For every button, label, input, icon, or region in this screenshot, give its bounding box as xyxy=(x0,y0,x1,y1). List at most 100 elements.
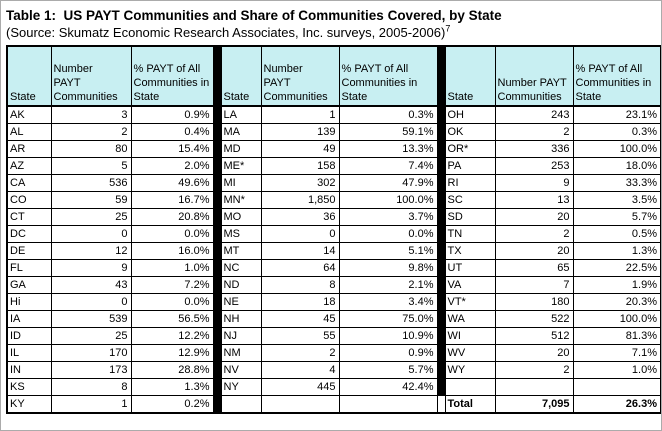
cell-state: DC xyxy=(6,225,52,243)
cell-percent: 28.8% xyxy=(130,361,214,379)
cell-percent: 22.5% xyxy=(572,259,661,277)
cell-number: 0 xyxy=(50,225,132,243)
cell-state: SC xyxy=(444,191,496,209)
table-title: Table 1: US PAYT Communities and Share o… xyxy=(6,8,502,23)
cell-percent: 9.8% xyxy=(338,259,438,277)
group-separator xyxy=(212,378,222,396)
table-row: IL 170 12.9% NM 2 0.9% WV 20 7.1% xyxy=(6,344,661,362)
group-separator xyxy=(212,242,222,260)
cell-state: ND xyxy=(220,276,262,294)
cell-state: KY xyxy=(6,395,52,414)
table-row: ID 25 12.2% NJ 55 10.9% WI 512 81.3% xyxy=(6,327,661,345)
header-state: State xyxy=(220,45,262,107)
cell-state: LA xyxy=(220,105,262,124)
cell-number: 49 xyxy=(260,140,340,158)
cell-number: 9 xyxy=(50,259,132,277)
group-separator xyxy=(436,140,446,158)
cell-number: 539 xyxy=(50,310,132,328)
group-separator xyxy=(212,140,222,158)
cell-state: DE xyxy=(6,242,52,260)
group-separator xyxy=(212,361,222,379)
cell-percent: 15.4% xyxy=(130,140,214,158)
cell-state: MN* xyxy=(220,191,262,209)
table-row: FL 9 1.0% NC 64 9.8% UT 65 22.5% xyxy=(6,259,661,277)
cell-number: 170 xyxy=(50,344,132,362)
cell-percent: 81.3% xyxy=(572,327,661,345)
cell-state: NE xyxy=(220,293,262,311)
cell-percent: 20.3% xyxy=(572,293,661,311)
cell-number: 64 xyxy=(260,259,340,277)
cell-state: AR xyxy=(6,140,52,158)
cell-state: ID xyxy=(6,327,52,345)
cell-number: 180 xyxy=(494,293,574,311)
cell-percent: 100.0% xyxy=(338,191,438,209)
header-percent: % PAYT of All Communities in State xyxy=(338,45,438,107)
group-separator xyxy=(436,276,446,294)
cell-percent: 2.0% xyxy=(130,157,214,175)
table-row: AL 2 0.4% MA 139 59.1% OK 2 0.3% xyxy=(6,123,661,141)
cell-state: MA xyxy=(220,123,262,141)
cell-number: 522 xyxy=(494,310,574,328)
cell-state: NJ xyxy=(220,327,262,345)
cell-state: OR* xyxy=(444,140,496,158)
cell-state: UT xyxy=(444,259,496,277)
source-text: (Source: Skumatz Economic Research Assoc… xyxy=(6,25,446,40)
cell-state: AL xyxy=(6,123,52,141)
cell-percent: 0.3% xyxy=(338,105,438,124)
cell-percent: 3.7% xyxy=(338,208,438,226)
group-separator xyxy=(212,310,222,328)
table-row: CT 25 20.8% MO 36 3.7% SD 20 5.7% xyxy=(6,208,661,226)
group-separator xyxy=(436,361,446,379)
cell-percent: 100.0% xyxy=(572,140,661,158)
group-separator xyxy=(436,344,446,362)
group-separator xyxy=(436,327,446,345)
header-percent: % PAYT of All Communities in State xyxy=(130,45,214,107)
group-separator xyxy=(212,293,222,311)
cell-percent: 1.3% xyxy=(130,378,214,396)
cell-state: SD xyxy=(444,208,496,226)
cell-number: 1 xyxy=(260,105,340,124)
cell-number: 512 xyxy=(494,327,574,345)
cell-state: Total xyxy=(444,395,496,414)
footnote-ref: 7 xyxy=(445,23,451,34)
cell-percent: 0.4% xyxy=(130,123,214,141)
cell-percent xyxy=(338,395,438,414)
header-row: State Number PAYT Communities % PAYT of … xyxy=(6,45,661,107)
table-row: AZ 5 2.0% ME* 158 7.4% PA 253 18.0% xyxy=(6,157,661,175)
cell-percent: 0.3% xyxy=(572,123,661,141)
cell-percent: 12.2% xyxy=(130,327,214,345)
cell-number: 253 xyxy=(494,157,574,175)
cell-percent: 0.0% xyxy=(130,293,214,311)
cell-number: 0 xyxy=(50,293,132,311)
cell-number: 173 xyxy=(50,361,132,379)
group-separator xyxy=(212,208,222,226)
cell-number: 43 xyxy=(50,276,132,294)
header-number: Number PAYT Communities xyxy=(260,45,340,107)
cell-percent: 3.5% xyxy=(572,191,661,209)
cell-state: AK xyxy=(6,105,52,124)
group-separator xyxy=(436,191,446,209)
cell-percent: 42.4% xyxy=(338,378,438,396)
cell-number: 4 xyxy=(260,361,340,379)
group-separator xyxy=(212,276,222,294)
cell-percent: 5.1% xyxy=(338,242,438,260)
cell-number: 20 xyxy=(494,208,574,226)
cell-percent: 13.3% xyxy=(338,140,438,158)
cell-number xyxy=(260,395,340,414)
cell-percent: 1.0% xyxy=(130,259,214,277)
cell-number: 2 xyxy=(494,361,574,379)
cell-percent: 18.0% xyxy=(572,157,661,175)
group-separator xyxy=(212,45,222,107)
cell-percent: 0.0% xyxy=(338,225,438,243)
group-separator xyxy=(436,242,446,260)
cell-state: MI xyxy=(220,174,262,192)
cell-percent: 1.9% xyxy=(572,276,661,294)
group-separator xyxy=(436,174,446,192)
table-row: CO 59 16.7% MN* 1,850 100.0% SC 13 3.5% xyxy=(6,191,661,209)
cell-percent: 75.0% xyxy=(338,310,438,328)
cell-state: VA xyxy=(444,276,496,294)
table-row: DC 0 0.0% MS 0 0.0% TN 2 0.5% xyxy=(6,225,661,243)
cell-state: ME* xyxy=(220,157,262,175)
table-row: DE 12 16.0% MT 14 5.1% TX 20 1.3% xyxy=(6,242,661,260)
cell-percent: 10.9% xyxy=(338,327,438,345)
